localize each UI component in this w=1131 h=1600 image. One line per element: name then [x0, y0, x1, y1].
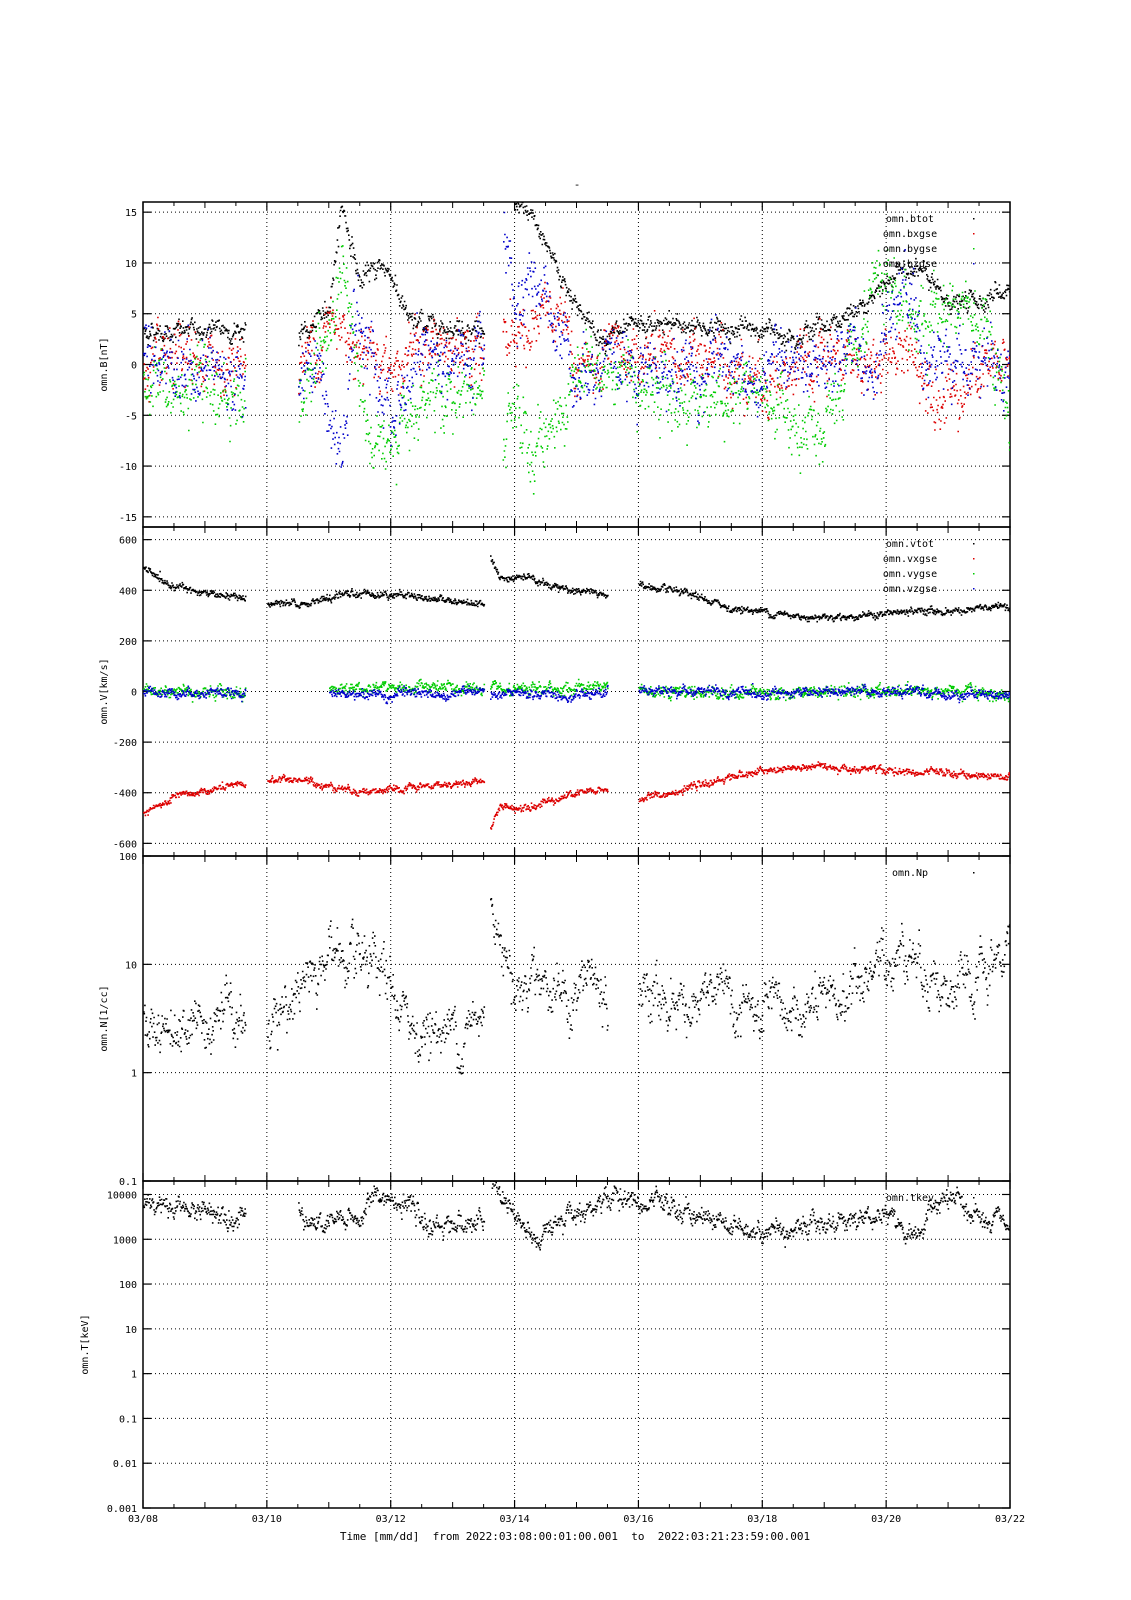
y-tick-label: 200 [119, 637, 137, 648]
y-tick-label: 5 [131, 310, 137, 321]
y-axis-label: omn.T[keV] [80, 1314, 91, 1374]
legend-entry-marker [973, 218, 975, 220]
legend-entry-label: omn.vzgse [883, 584, 937, 595]
series-points [143, 202, 1010, 355]
y-tick-label: 10 [125, 960, 137, 971]
y-tick-label: 1000 [113, 1235, 137, 1246]
y-tick-label: 0.001 [107, 1504, 137, 1515]
y-tick-label: 100 [119, 852, 137, 863]
y-tick-label: 0.01 [113, 1459, 137, 1470]
y-tick-label: -5 [125, 411, 137, 422]
legend-entry-label: omn.vxgse [883, 554, 937, 565]
x-tick-labels: 03/08 03/10 03/12 03/14 03/16 03/18 03/20 03/22 [128, 1514, 1025, 1525]
panels: -15-10-5051015omn.B[nT]omn.btotomn.bxgse… [80, 201, 1025, 1525]
y-tick-label: 400 [119, 586, 137, 597]
legend-entry-marker [973, 1197, 975, 1199]
y-tick-label: -10 [119, 462, 137, 473]
plot-area [143, 898, 1010, 1075]
y-tick-label: -600 [113, 839, 137, 850]
y-tick-label: -400 [113, 789, 137, 800]
y-tick-label: 15 [125, 208, 137, 219]
series-omn-btot [143, 202, 1010, 355]
chart-panel-2: -600 -400 -200 0 200 400 600 omn.V[km/s] omn.vto… [99, 526, 1011, 857]
y-tick-label: 10 [125, 1325, 137, 1336]
legend-entry-label: omn.bxgse [883, 229, 937, 240]
legend-entry-marker [973, 233, 975, 235]
legend-entry-marker [973, 588, 975, 590]
x-axis-label: Time [mm/dd] from 2022:03:08:00:01:00.00… [340, 1530, 810, 1543]
legend-entry-marker [973, 263, 975, 265]
x-tick-label: 03/12 [376, 1514, 406, 1525]
legend: omn.vtot omn.vxgse omn.vygse omn.vzgse [883, 539, 975, 595]
y-tick-label: -15 [119, 513, 137, 524]
legend-entry-label: omn.tkev [886, 1193, 934, 1204]
legend-entry-label: omn.btot [886, 214, 934, 225]
legend-entry-marker [973, 872, 975, 874]
legend-entry-label: omn.Np [892, 868, 928, 879]
series-omn-vzgse [143, 683, 1010, 705]
y-tick-label: -200 [113, 738, 137, 749]
legend-entry-label: omn.vtot [886, 539, 934, 550]
y-tick-label: 1 [131, 1370, 137, 1381]
x-tick-label: 03/20 [871, 1514, 901, 1525]
chart-panel-3: 0.1 1 10 100 omn.N[1/cc] omn.Np [99, 852, 1011, 1188]
series-points [143, 1181, 1010, 1251]
y-tick-label: 0.1 [119, 1177, 137, 1188]
legend-entry-marker [973, 558, 975, 560]
legend-entry-marker [973, 543, 975, 545]
y-tick-label: 0.1 [119, 1414, 137, 1425]
x-tick-label: 03/10 [252, 1514, 282, 1525]
legend-entry-label: omn.vygse [883, 569, 937, 580]
series-omn-vxgse [143, 761, 1010, 830]
legend-entry-label: omn.bygse [883, 244, 937, 255]
legend: omn.Np [892, 868, 975, 879]
chart-panel-4: 0.001 0.01 0.1 1 10 100 1000 10000 omn.T[keV] omn… [80, 1180, 1011, 1515]
series-omn-Np [143, 898, 1010, 1075]
legend: omn.tkev [886, 1193, 975, 1204]
y-tick-label: 0 [131, 688, 137, 699]
y-tick-label: 10000 [107, 1190, 137, 1201]
y-tick-label: 10 [125, 259, 137, 270]
series-omn-tkev [143, 1181, 1010, 1251]
series-points [143, 281, 1010, 433]
panel-frame [142, 1180, 1011, 1509]
y-axis-label: omn.B[nT] [99, 337, 110, 391]
legend-entry-marker [973, 248, 975, 250]
series-points [143, 683, 1010, 705]
series-omn-vtot [143, 555, 1010, 623]
legend-entry-label: omn.bzgse [883, 259, 937, 270]
series-points [143, 898, 1010, 1075]
x-tick-label: 03/14 [500, 1514, 530, 1525]
x-tick-label: 03/18 [747, 1514, 777, 1525]
y-tick-label: 600 [119, 536, 137, 547]
series-omn-bzgse [143, 211, 1010, 468]
figure-title: - [574, 178, 581, 191]
x-tick-label: 03/08 [128, 1514, 158, 1525]
y-axis-label: omn.V[km/s] [99, 658, 110, 724]
y-tick-label: 1 [131, 1069, 137, 1080]
series-points [143, 761, 1010, 830]
x-tick-label: 03/16 [623, 1514, 653, 1525]
series-points [143, 555, 1010, 623]
y-tick-label: 100 [119, 1280, 137, 1291]
panel-frame [142, 855, 1011, 1182]
plot-area [143, 555, 1010, 830]
x-tick-label: 03/22 [995, 1514, 1025, 1525]
y-tick-label: 0 [131, 361, 137, 372]
legend: omn.btot omn.bxgse omn.bygse omn.bzgse [883, 214, 975, 270]
series-omn-bxgse [143, 281, 1010, 433]
chart-panel-1: -15 -10 -5 0 5 10 15 omn.B[nT] omn.btot omn.bxgse… [99, 201, 1011, 528]
plot-area [143, 202, 1010, 495]
plot-area [143, 1181, 1010, 1251]
series-points [143, 211, 1010, 468]
legend-entry-marker [973, 573, 975, 575]
y-axis-label: omn.N[1/cc] [99, 985, 110, 1051]
